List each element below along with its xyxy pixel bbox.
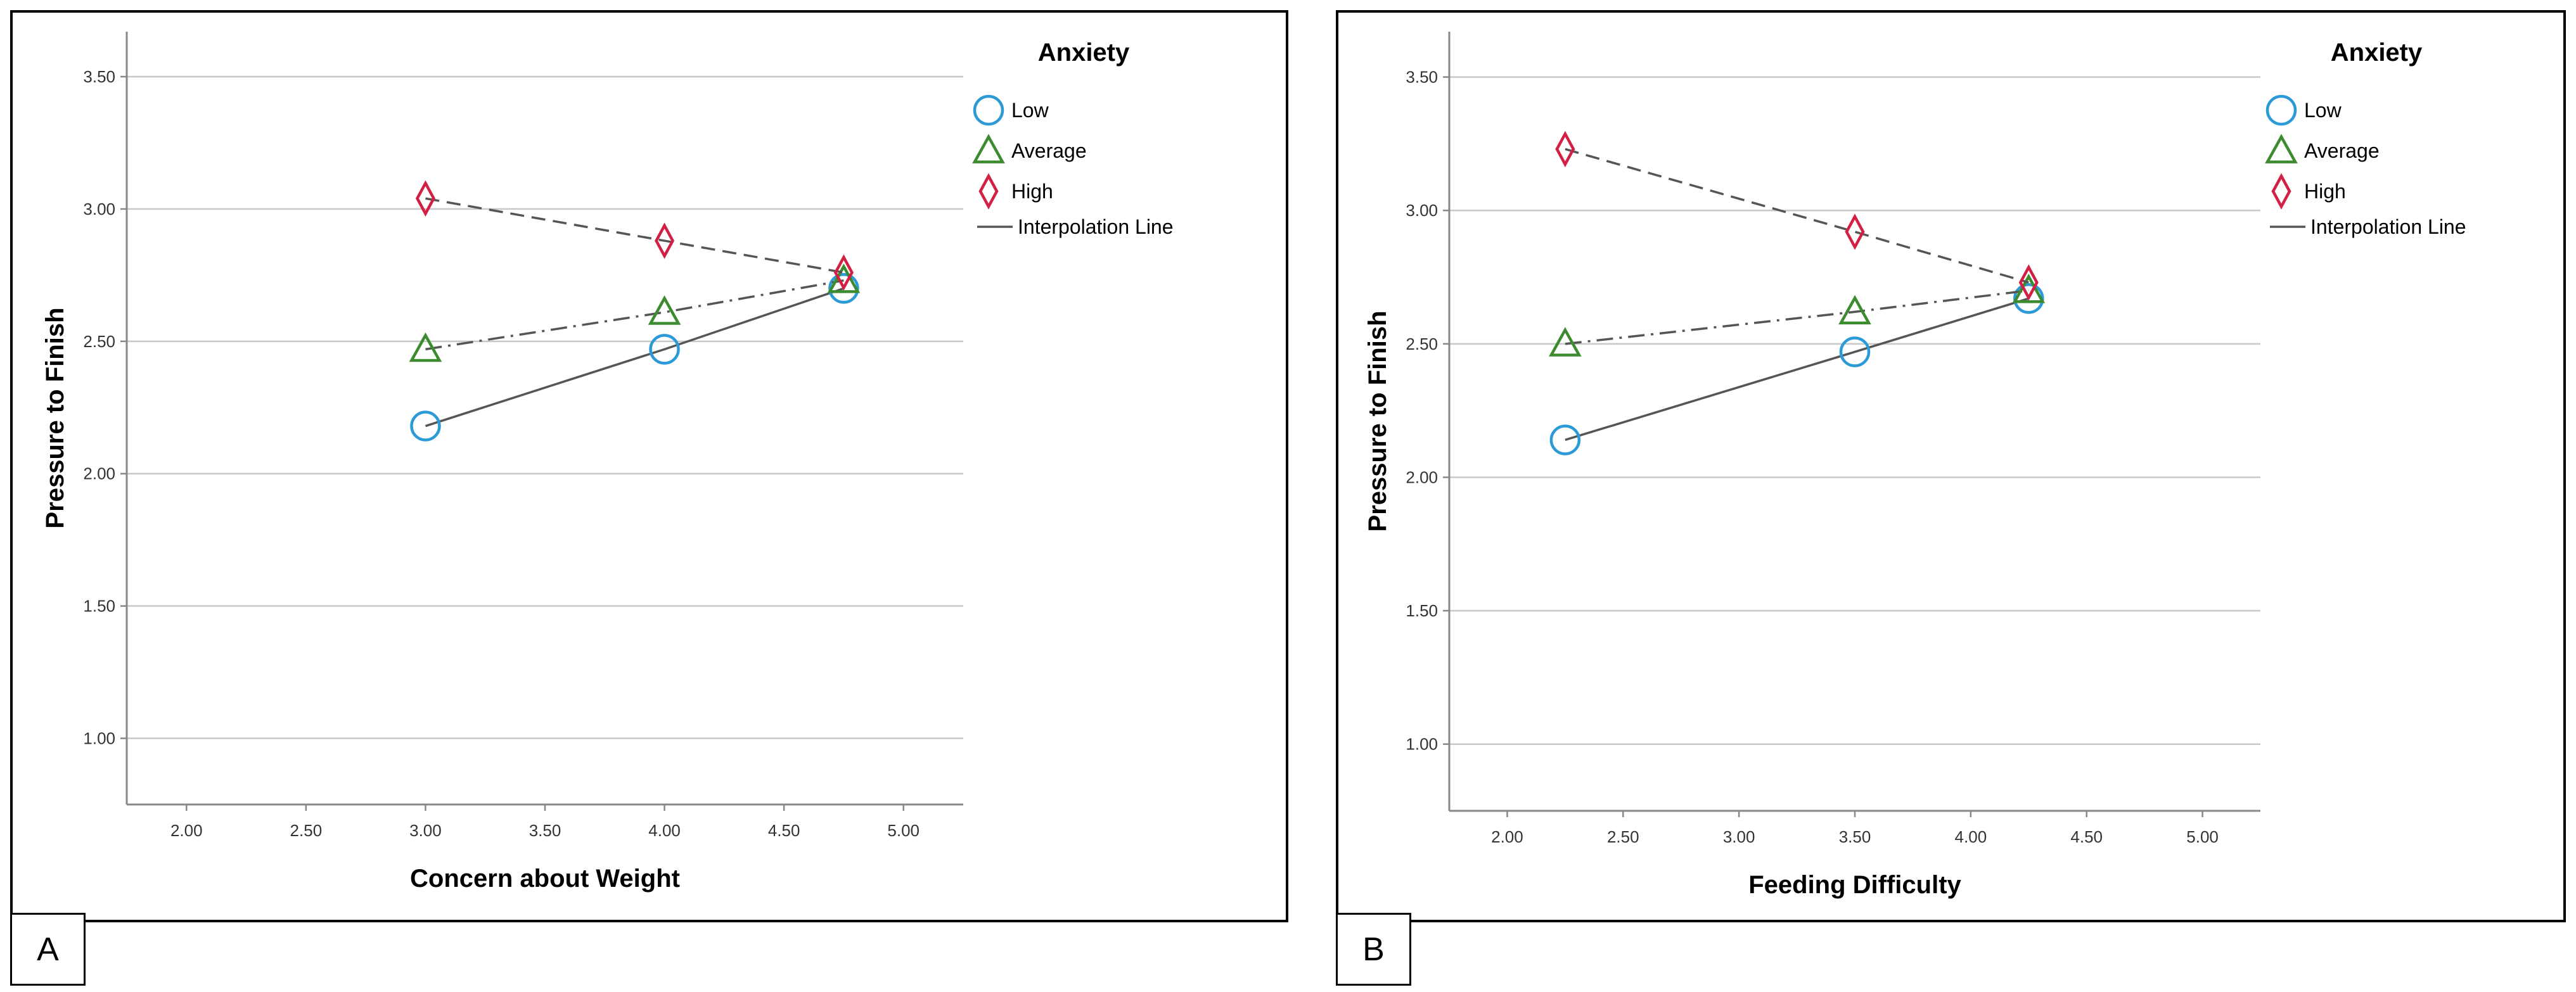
panel-a: 1.00 1.50 2.00 2.50 3.00 3.50 2.00 2.50 3.00 3.50…	[10, 10, 1288, 922]
data-point-low	[649, 334, 680, 365]
x-tick-label: 2.50	[1607, 827, 1639, 846]
chart-a: 1.00 1.50 2.00 2.50 3.00 3.50 2.00 2.50 3.00 3.50…	[41, 32, 1174, 893]
y-tick-label: 2.00	[1406, 467, 1438, 486]
series-line-high	[1565, 148, 2029, 284]
data-point-high	[1555, 130, 1575, 168]
data-point-average	[648, 295, 681, 325]
legend: Anxiety Low Average High Interpolation Line	[2265, 39, 2466, 238]
y-tick-label: 2.50	[83, 332, 115, 351]
data-point-average	[1838, 295, 1871, 325]
legend-label-low: Low	[2304, 99, 2342, 122]
legend-label-average: Average	[2304, 139, 2380, 162]
data-point-low	[2013, 283, 2044, 314]
x-tick-label: 3.00	[409, 821, 442, 840]
legend-title: Anxiety	[2331, 39, 2423, 67]
legend-title: Anxiety	[1038, 39, 1130, 67]
x-tick-label: 2.50	[290, 821, 323, 840]
chart-b: 1.00 1.50 2.00 2.50 3.00 3.50 2.00 2.50 3.00 3.50…	[1364, 32, 2466, 899]
x-tick-label: 4.00	[1955, 827, 1987, 846]
legend-label-interpolation: Interpolation Line	[2310, 215, 2466, 238]
series-line-high	[425, 197, 844, 274]
y-tick-label: 3.00	[83, 200, 115, 219]
series-average	[1549, 273, 2046, 357]
series-line-average	[1565, 289, 2029, 345]
data-point-average	[2012, 273, 2046, 303]
legend: Anxiety Low Average High Interpolation Line	[972, 39, 1174, 238]
legend-label-average: Average	[1011, 139, 1087, 162]
x-axis-title: Feeding Difficulty	[1748, 871, 1961, 899]
data-point-low	[1839, 336, 1871, 367]
y-tick-label: 2.50	[1406, 334, 1438, 353]
y-tick-label: 1.00	[1406, 735, 1438, 754]
legend-marker-low	[2265, 94, 2297, 126]
x-axis-title: Concern about Weight	[410, 865, 680, 893]
legend-label-low: Low	[1011, 99, 1049, 122]
x-tick-label: 3.50	[1839, 827, 1871, 846]
data-point-high	[2018, 264, 2039, 301]
legend-marker-high	[978, 173, 999, 210]
panel-label-a: A	[10, 913, 86, 986]
panel-label-b: B	[1336, 913, 1411, 986]
series-average	[409, 264, 861, 362]
data-point-high	[833, 254, 854, 291]
y-tick-label: 1.50	[83, 597, 115, 616]
x-tick-label: 4.50	[2070, 827, 2103, 846]
x-tick-label: 2.00	[1491, 827, 1523, 846]
gridlines	[1449, 76, 2260, 745]
x-tick-label: 5.00	[887, 821, 920, 840]
series-low	[1549, 283, 2044, 455]
legend-label-high: High	[1011, 180, 1053, 203]
data-point-low	[410, 410, 441, 442]
x-tick-label: 4.00	[648, 821, 681, 840]
data-point-high	[655, 222, 675, 259]
panel-b: 1.00 1.50 2.00 2.50 3.00 3.50 2.00 2.50 3.00 3.50…	[1336, 10, 2566, 922]
series-high	[1555, 130, 2039, 301]
x-tick-label: 2.00	[170, 821, 203, 840]
legend-marker-average	[2265, 134, 2298, 163]
y-axis-title: Pressure to Finish	[1364, 311, 1392, 532]
series-high	[415, 180, 854, 291]
y-tick-label: 3.50	[83, 67, 115, 86]
y-tick-label: 2.00	[83, 464, 115, 483]
y-tick-label: 1.00	[83, 729, 115, 748]
series-line-low	[1565, 297, 2029, 442]
series-line-average	[425, 279, 844, 351]
y-tick-label: 3.00	[1406, 201, 1438, 220]
x-tick-label: 4.50	[768, 821, 800, 840]
data-point-average	[409, 332, 442, 362]
y-tick-label: 1.50	[1406, 601, 1438, 620]
legend-marker-average	[972, 134, 1005, 163]
y-tick-label: 3.50	[1406, 68, 1438, 87]
y-axis-title: Pressure to Finish	[41, 308, 69, 529]
legend-marker-low	[973, 94, 1004, 126]
data-point-high	[1845, 213, 1865, 250]
legend-label-interpolation: Interpolation Line	[1018, 215, 1174, 238]
legend-label-high: High	[2304, 180, 2346, 203]
series-low	[410, 273, 859, 442]
data-point-low	[1549, 424, 1581, 455]
data-point-average	[827, 264, 861, 293]
data-point-low	[828, 273, 859, 304]
series-line-low	[425, 287, 844, 428]
gridlines	[127, 75, 963, 739]
data-point-average	[1549, 327, 1582, 357]
x-tick-label: 3.00	[1723, 827, 1755, 846]
data-point-high	[415, 180, 435, 217]
x-tick-label: 5.00	[2186, 827, 2219, 846]
legend-marker-high	[2271, 173, 2291, 210]
x-tick-label: 3.50	[529, 821, 561, 840]
